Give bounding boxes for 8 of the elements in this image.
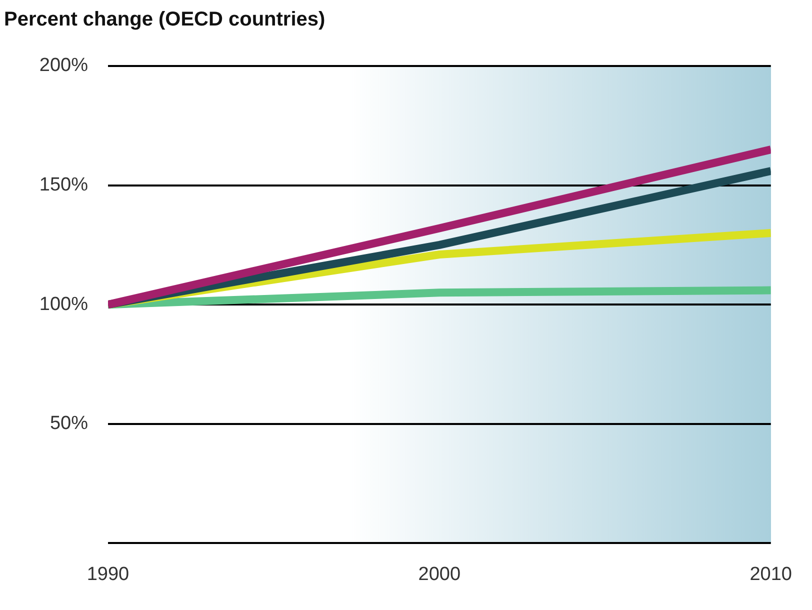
chart-title: Percent change (OECD countries) [4, 8, 326, 31]
y-tick-label: 150% [39, 174, 88, 196]
y-tick-label: 50% [50, 413, 88, 434]
x-tick-label: 1990 [86, 564, 130, 585]
x-tick-label: 2010 [750, 564, 792, 585]
y-tick-label: 100% [39, 294, 88, 315]
y-tick-label: 200% [39, 55, 88, 76]
x-tick-label: 2000 [418, 564, 461, 585]
